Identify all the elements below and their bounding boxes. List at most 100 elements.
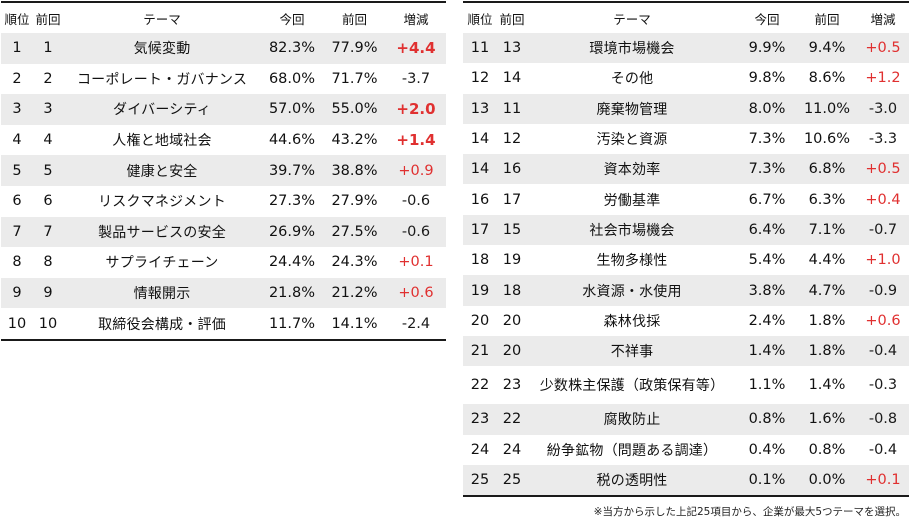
cell-prev-rank: 20 <box>497 335 527 367</box>
cell-current: 7.3% <box>737 123 797 155</box>
ranking-table-left: 順位 前回 テーマ 今回 前回 増減 1 1 気候変動 82.3% 77.9% +4.4 2… <box>1 1 446 341</box>
cell-previous: 1.6% <box>797 404 857 435</box>
cell-theme: 気候変動 <box>63 33 261 64</box>
header-theme: テーマ <box>527 2 737 33</box>
cell-change: -3.0 <box>857 93 909 124</box>
header-prev-rank: 前回 <box>497 2 527 33</box>
cell-theme: 税の透明性 <box>527 464 737 497</box>
table-row: 16 17 労働基準 6.7% 6.3% +0.4 <box>463 184 909 215</box>
cell-rank: 10 <box>1 308 33 340</box>
table-row: 7 7 製品サービスの安全 26.9% 27.5% -0.6 <box>1 216 446 248</box>
cell-rank: 14 <box>463 154 497 185</box>
cell-previous: 27.5% <box>323 216 386 248</box>
cell-theme: 環境市場機会 <box>527 33 737 64</box>
table-row: 5 5 健康と安全 39.7% 38.8% +0.9 <box>1 155 446 186</box>
cell-previous: 71.7% <box>323 63 386 95</box>
cell-current: 44.6% <box>261 124 323 156</box>
cell-previous: 24.3% <box>323 247 386 278</box>
table-row: 12 14 その他 9.8% 8.6% +1.2 <box>463 63 909 94</box>
table-row: 13 11 廃棄物管理 8.0% 11.0% -3.0 <box>463 93 909 124</box>
cell-change: +0.5 <box>857 154 909 185</box>
table-body-left: 1 1 気候変動 82.3% 77.9% +4.4 2 2 コーポレート・ガバナンス 68.0% 7… <box>1 33 446 340</box>
cell-rank: 16 <box>463 184 497 215</box>
cell-theme: 生物多様性 <box>527 245 737 276</box>
cell-current: 5.4% <box>737 245 797 276</box>
cell-rank: 23 <box>463 404 497 435</box>
cell-theme: 汚染と資源 <box>527 123 737 155</box>
cell-prev-rank: 13 <box>497 33 527 64</box>
table-row: 24 24 紛争鉱物（問題ある調達） 0.4% 0.8% -0.4 <box>463 434 909 465</box>
table-row: 21 20 不祥事 1.4% 1.8% -0.4 <box>463 335 909 367</box>
cell-current: 6.7% <box>737 184 797 215</box>
table-row: 25 25 税の透明性 0.1% 0.0% +0.1 <box>463 464 909 497</box>
table-row: 11 13 環境市場機会 9.9% 9.4% +0.5 <box>463 33 909 64</box>
cell-rank: 19 <box>463 275 497 306</box>
header-current: 今回 <box>261 2 323 33</box>
table-row: 20 20 森林伐採 2.4% 1.8% +0.6 <box>463 305 909 336</box>
cell-prev-rank: 1 <box>33 33 63 64</box>
cell-theme: 製品サービスの安全 <box>63 216 261 248</box>
cell-current: 82.3% <box>261 33 323 64</box>
cell-theme: 少数株主保護（政策保有等） <box>527 366 737 405</box>
cell-prev-rank: 4 <box>33 124 63 156</box>
cell-rank: 8 <box>1 247 33 278</box>
cell-theme: 取締役会構成・評価 <box>63 308 261 340</box>
cell-current: 1.1% <box>737 366 797 405</box>
cell-rank: 20 <box>463 305 497 336</box>
header-rank: 順位 <box>463 2 497 33</box>
header-theme: テーマ <box>63 2 261 33</box>
cell-theme: 社会市場機会 <box>527 214 737 246</box>
cell-prev-rank: 7 <box>33 216 63 248</box>
cell-current: 39.7% <box>261 155 323 186</box>
cell-theme: その他 <box>527 63 737 94</box>
table-row: 8 8 サプライチェーン 24.4% 24.3% +0.1 <box>1 247 446 278</box>
cell-current: 9.9% <box>737 33 797 64</box>
header-change: 増減 <box>857 2 909 33</box>
table-row: 22 23 少数株主保護（政策保有等） 1.1% 1.4% -0.3 <box>463 366 909 405</box>
cell-current: 7.3% <box>737 154 797 185</box>
cell-previous: 6.3% <box>797 184 857 215</box>
table-header-row: 順位 前回 テーマ 今回 前回 増減 <box>463 2 909 33</box>
cell-change: +4.4 <box>386 33 446 64</box>
header-prev-rank: 前回 <box>33 2 63 33</box>
cell-theme: 労働基準 <box>527 184 737 215</box>
cell-theme: サプライチェーン <box>63 247 261 278</box>
cell-current: 26.9% <box>261 216 323 248</box>
cell-rank: 11 <box>463 33 497 64</box>
table-row: 18 19 生物多様性 5.4% 4.4% +1.0 <box>463 245 909 276</box>
cell-prev-rank: 15 <box>497 214 527 246</box>
cell-current: 6.4% <box>737 214 797 246</box>
cell-previous: 21.2% <box>323 277 386 309</box>
cell-change: -0.7 <box>857 214 909 246</box>
cell-change: +0.9 <box>386 155 446 186</box>
cell-change: +0.6 <box>857 305 909 336</box>
cell-rank: 22 <box>463 366 497 405</box>
cell-rank: 25 <box>463 464 497 497</box>
cell-theme: 資本効率 <box>527 154 737 185</box>
cell-current: 57.0% <box>261 94 323 125</box>
cell-prev-rank: 14 <box>497 63 527 94</box>
cell-change: -0.6 <box>386 216 446 248</box>
cell-prev-rank: 22 <box>497 404 527 435</box>
cell-change: -0.4 <box>857 335 909 367</box>
cell-current: 68.0% <box>261 63 323 95</box>
cell-current: 8.0% <box>737 93 797 124</box>
cell-change: -0.4 <box>857 434 909 465</box>
cell-previous: 1.4% <box>797 366 857 405</box>
table-row: 4 4 人権と地域社会 44.6% 43.2% +1.4 <box>1 124 446 156</box>
cell-prev-rank: 17 <box>497 184 527 215</box>
header-previous: 前回 <box>797 2 857 33</box>
cell-current: 9.8% <box>737 63 797 94</box>
cell-change: -3.7 <box>386 63 446 95</box>
cell-rank: 17 <box>463 214 497 246</box>
cell-change: -0.8 <box>857 404 909 435</box>
cell-theme: 人権と地域社会 <box>63 124 261 156</box>
cell-previous: 8.6% <box>797 63 857 94</box>
cell-rank: 5 <box>1 155 33 186</box>
cell-prev-rank: 3 <box>33 94 63 125</box>
footnote: ※当方から示した上記25項目から、企業が最大5つテーマを選択。 <box>593 506 906 518</box>
cell-prev-rank: 23 <box>497 366 527 405</box>
cell-previous: 6.8% <box>797 154 857 185</box>
table-row: 14 16 資本効率 7.3% 6.8% +0.5 <box>463 154 909 185</box>
cell-change: -3.3 <box>857 123 909 155</box>
